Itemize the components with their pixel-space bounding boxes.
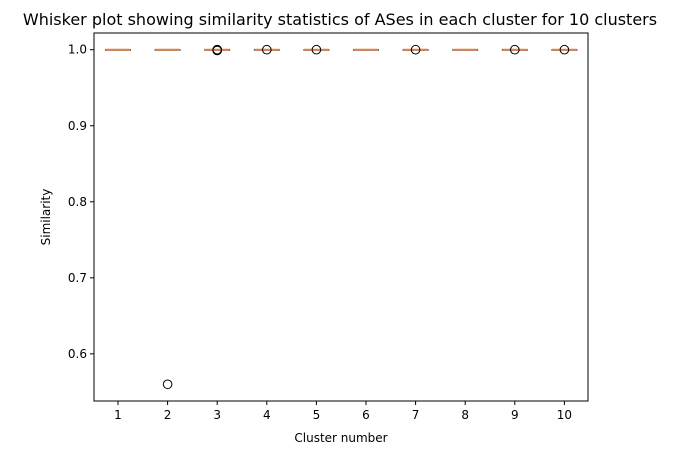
chart-title: Whisker plot showing similarity statisti… — [23, 10, 657, 29]
y-tick-label: 0.7 — [68, 271, 87, 285]
x-tick-label: 4 — [263, 408, 271, 422]
y-tick-label: 0.8 — [68, 195, 87, 209]
outlier-point — [311, 44, 322, 55]
x-tick-label: 10 — [557, 408, 572, 422]
outlier-point — [262, 44, 272, 55]
outlier-point — [559, 44, 570, 55]
y-axis-label: Similarity — [39, 189, 53, 246]
box-cluster-9 — [501, 44, 528, 55]
y-tick-label: 0.9 — [68, 119, 87, 133]
box-cluster-4 — [253, 44, 280, 55]
x-tick-label: 1 — [114, 408, 122, 422]
x-tick-label: 9 — [511, 408, 519, 422]
box-cluster-5 — [303, 44, 330, 55]
x-tick-label: 2 — [164, 408, 172, 422]
x-tick-label: 8 — [461, 408, 469, 422]
x-axis: 1 2 3 4 5 6 7 8 9 10 — [114, 401, 572, 422]
box-cluster-2 — [154, 48, 181, 390]
box-cluster-7 — [402, 44, 429, 55]
y-axis: 0.6 0.7 0.8 0.9 1.0 — [68, 43, 94, 361]
box-cluster-8 — [452, 48, 479, 51]
outlier-point — [410, 44, 421, 55]
x-tick-label: 6 — [362, 408, 370, 422]
plot-area — [93, 32, 589, 402]
box-series — [105, 44, 578, 390]
x-tick-label: 3 — [213, 408, 221, 422]
x-tick-label: 7 — [412, 408, 420, 422]
x-tick-label: 5 — [313, 408, 321, 422]
box-cluster-1 — [105, 48, 131, 51]
outlier-point — [510, 44, 520, 55]
outlier-point — [212, 44, 222, 55]
y-tick-label: 1.0 — [68, 43, 87, 57]
y-tick-label: 0.6 — [68, 347, 87, 361]
x-axis-label: Cluster number — [294, 431, 387, 445]
outlier-point — [162, 379, 173, 390]
box-cluster-3 — [204, 44, 231, 56]
box-cluster-10 — [551, 44, 578, 55]
box-cluster-6 — [353, 48, 379, 51]
